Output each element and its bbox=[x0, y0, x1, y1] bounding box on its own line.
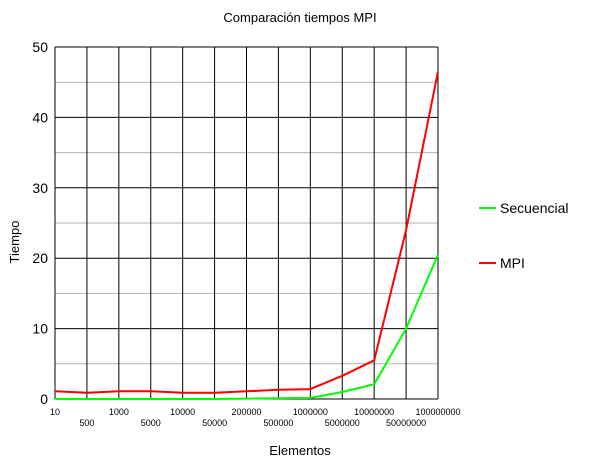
y-axis-label: Tiempo bbox=[7, 221, 22, 264]
x-tick-label: 50000 bbox=[202, 418, 227, 428]
x-tick-label: 1000000 bbox=[293, 407, 328, 417]
legend-label: Secuencial bbox=[500, 200, 569, 216]
legend-label: MPI bbox=[500, 255, 525, 271]
chart-title: Comparación tiempos MPI bbox=[223, 10, 376, 25]
y-tick-label: 40 bbox=[32, 109, 48, 125]
y-tick-labels: 0 10 20 30 40 50 bbox=[32, 39, 48, 407]
x-tick-label: 1000 bbox=[109, 407, 129, 417]
legend: Secuencial MPI bbox=[479, 200, 569, 271]
x-axis-label: Elementos bbox=[269, 443, 331, 458]
x-tick-label: 10 bbox=[50, 407, 60, 417]
y-tick-label: 30 bbox=[32, 180, 48, 196]
x-tick-label: 50000000 bbox=[386, 418, 426, 428]
x-tick-label: 10000 bbox=[170, 407, 195, 417]
y-tick-label: 20 bbox=[32, 250, 48, 266]
x-tick-label: 10000000 bbox=[354, 407, 394, 417]
series-lines bbox=[54, 71, 439, 400]
x-tick-label: 500000 bbox=[263, 418, 293, 428]
grid bbox=[54, 46, 439, 400]
y-tick-label: 50 bbox=[32, 39, 48, 55]
x-tick-label: 5000000 bbox=[325, 418, 360, 428]
x-tick-label: 500 bbox=[79, 418, 94, 428]
y-tick-label: 0 bbox=[40, 391, 48, 407]
series-line-mpi bbox=[54, 71, 439, 394]
x-tick-labels: 1050010005000100005000020000050000010000… bbox=[50, 407, 461, 428]
x-tick-label: 200000 bbox=[231, 407, 261, 417]
x-tick-label: 5000 bbox=[141, 418, 161, 428]
y-tick-label: 10 bbox=[32, 321, 48, 337]
x-tick-label: 100000000 bbox=[415, 407, 460, 417]
series-line-secuencial bbox=[55, 254, 439, 400]
